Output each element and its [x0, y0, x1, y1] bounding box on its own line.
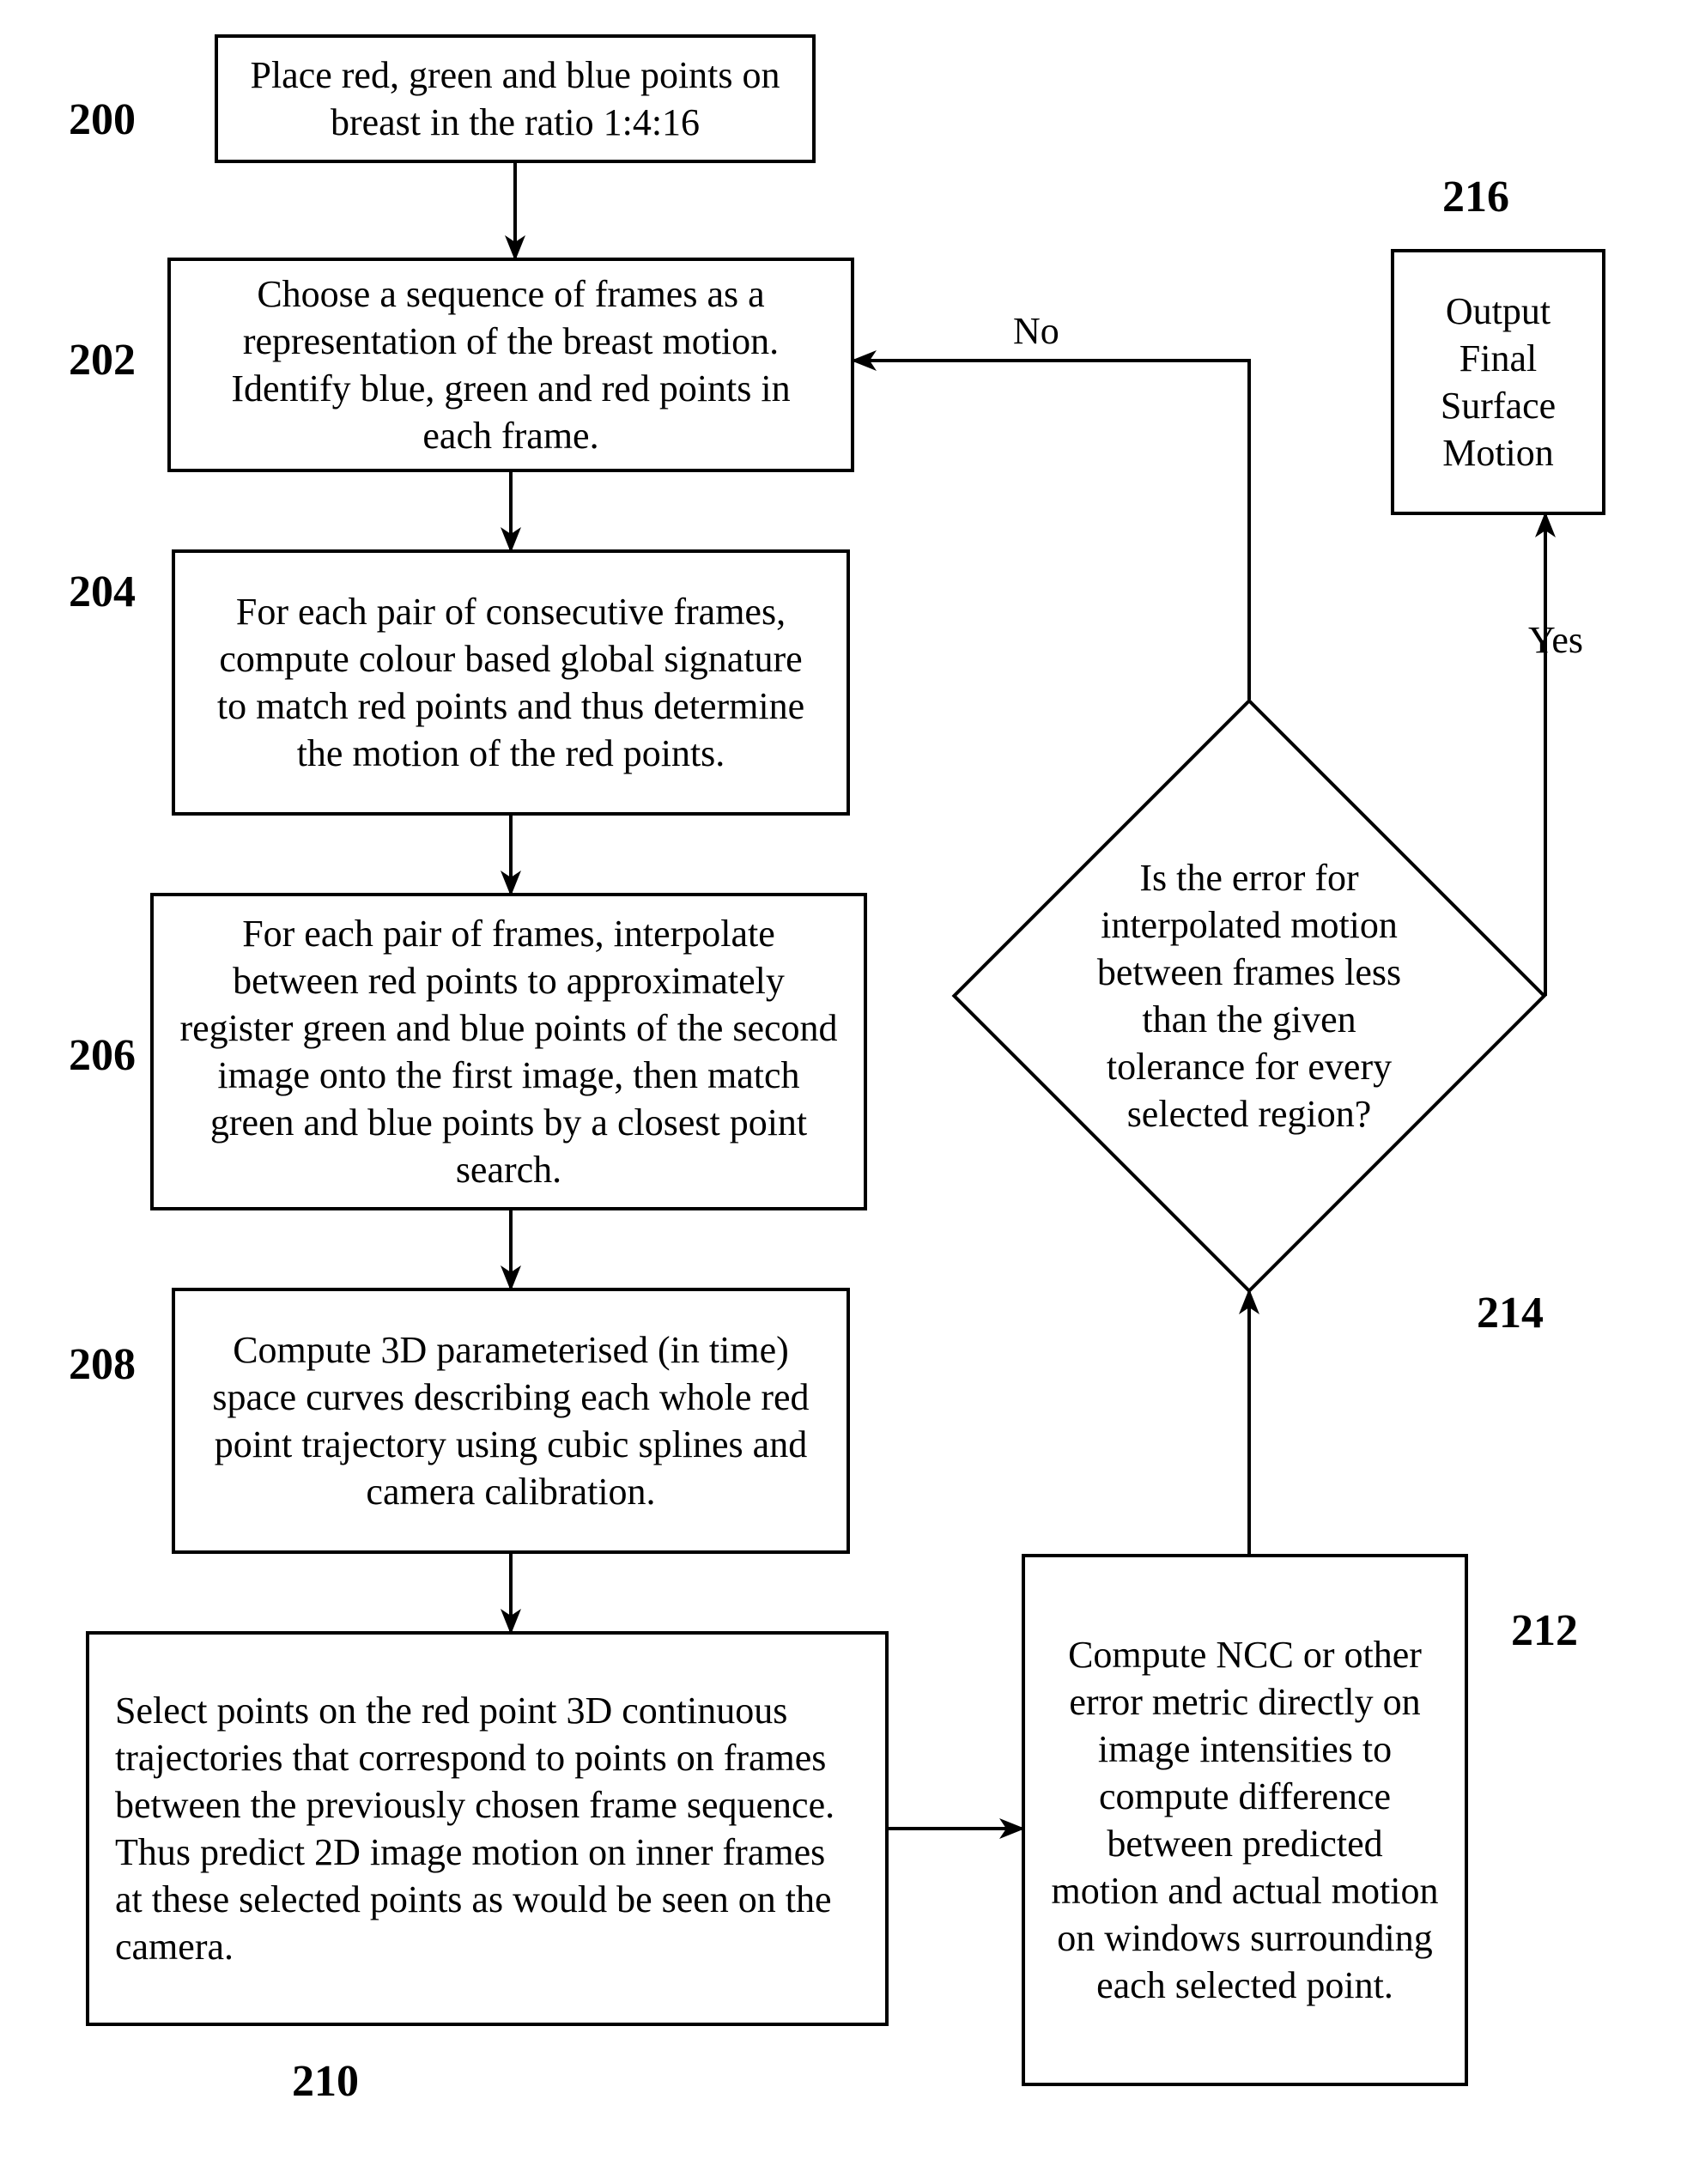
step-206: For each pair of frames, interpolate bet…	[150, 893, 867, 1210]
step-210: Select points on the red point 3D contin…	[86, 1631, 889, 2026]
ref-label-212: 212	[1511, 1605, 1578, 1656]
ref-label-204: 204	[69, 567, 136, 617]
edge-label-yes: Yes	[1528, 618, 1583, 662]
step-216: Output Final Surface Motion	[1391, 249, 1605, 515]
edge-label-no: No	[1013, 309, 1059, 353]
ref-label-206: 206	[69, 1030, 136, 1081]
ref-label-202: 202	[69, 335, 136, 385]
step-200: Place red, green and blue points on brea…	[215, 34, 816, 163]
edge-n214-n202	[854, 361, 1249, 700]
step-212: Compute NCC or other error metric direct…	[1022, 1554, 1468, 2086]
ref-label-208: 208	[69, 1339, 136, 1390]
decision-214-text: Is the error for interpolated motion bet…	[1077, 824, 1421, 1168]
ref-label-210: 210	[292, 2056, 359, 2107]
ref-label-216: 216	[1442, 172, 1509, 222]
ref-label-200: 200	[69, 94, 136, 145]
step-202: Choose a sequence of frames as a represe…	[167, 258, 854, 472]
ref-label-214: 214	[1477, 1288, 1544, 1338]
step-204: For each pair of consecutive frames, com…	[172, 549, 850, 816]
step-208: Compute 3D parameterised (in time) space…	[172, 1288, 850, 1554]
flowchart-canvas: Place red, green and blue points on brea…	[0, 0, 1681, 2184]
